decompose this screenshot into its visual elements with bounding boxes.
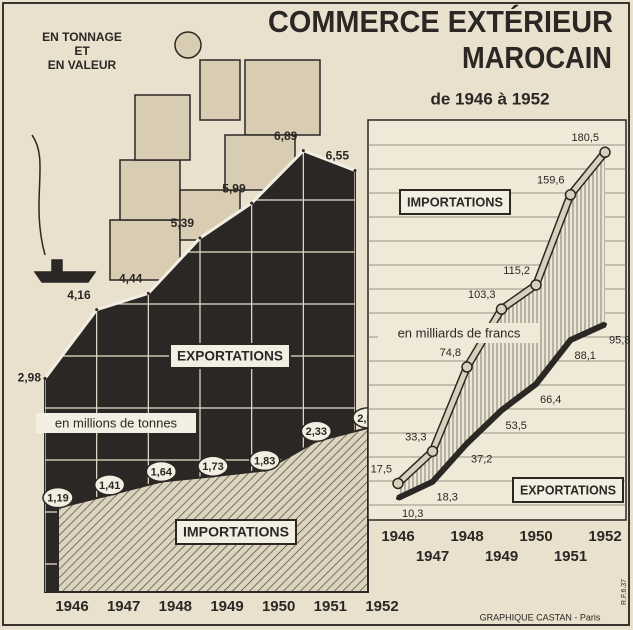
value-label: 4,16: [67, 288, 91, 302]
point: [44, 377, 47, 380]
value-label: 1,19: [47, 493, 68, 505]
point: [431, 480, 435, 484]
value-label: 159,6: [537, 175, 565, 187]
value-label: 53,5: [506, 420, 527, 432]
chart-subtitle: en millions de tonnes: [55, 415, 178, 430]
value-label: 2,33: [306, 426, 327, 438]
value-label: 17,5: [371, 463, 392, 475]
value-label: 1,73: [202, 461, 223, 473]
subtitle: de 1946 à 1952: [430, 89, 549, 108]
series-label: IMPORTATIONS: [183, 524, 289, 540]
point: [393, 478, 403, 488]
point: [147, 292, 150, 295]
value-label: 6,89: [274, 129, 298, 143]
point: [497, 304, 507, 314]
point: [354, 169, 357, 172]
series-label: EXPORTATIONS: [177, 348, 283, 364]
credit: GRAPHIQUE CASTAN - Paris: [480, 612, 601, 622]
code: R.F.6.37: [621, 579, 628, 605]
value-label: 33,3: [405, 431, 426, 443]
value-label: 18,3: [437, 492, 458, 504]
x-tick-label: 1952: [365, 598, 398, 615]
x-tick-label: 1946: [55, 598, 88, 615]
point: [600, 147, 610, 157]
point: [569, 338, 573, 342]
x-tick-label: 1947: [107, 598, 140, 615]
value-label: 1,83: [254, 455, 275, 467]
value-label: 6,55: [326, 149, 350, 163]
note-line: ET: [74, 44, 90, 58]
point: [302, 149, 305, 152]
point: [199, 237, 202, 240]
value-label: 95,8: [609, 334, 630, 346]
x-tick-label: 1951: [314, 598, 347, 615]
x-tick-label: 1946: [381, 528, 414, 545]
x-tick-label: 1949: [210, 598, 243, 615]
x-tick-label: 1949: [485, 548, 518, 565]
x-tick-label: 1950: [519, 528, 552, 545]
value-label: 5,39: [171, 216, 195, 230]
point: [396, 496, 400, 500]
value-label: 66,4: [540, 394, 561, 406]
point: [534, 382, 538, 386]
series-label: EXPORTATIONS: [520, 482, 616, 497]
value-label: 1,41: [99, 480, 120, 492]
value-label: 1,64: [151, 466, 173, 478]
point: [95, 308, 98, 311]
point: [465, 441, 469, 445]
series-label: IMPORTATIONS: [407, 194, 503, 209]
x-tick-label: 1952: [588, 528, 621, 545]
title-line-2: MAROCAIN: [462, 40, 612, 75]
value-label: 10,3: [402, 508, 423, 520]
x-tick-label: 1951: [554, 548, 587, 565]
value-label: 37,2: [471, 453, 492, 465]
value-label: 4,44: [119, 272, 143, 286]
x-tick-label: 1950: [262, 598, 295, 615]
value-label: 5,99: [222, 181, 246, 195]
value-label: 2,98: [18, 371, 42, 385]
point: [428, 446, 438, 456]
x-tick-label: 1948: [159, 598, 192, 615]
value-label: 115,2: [503, 265, 530, 277]
title-line-1: COMMERCE EXTÉRIEUR: [268, 4, 613, 39]
infographic: COMMERCE EXTÉRIEUR MAROCAIN de 1946 à 19…: [0, 0, 633, 630]
point: [566, 190, 576, 200]
note-line: EN VALEUR: [48, 58, 117, 72]
value-label: 88,1: [575, 350, 596, 362]
value-label: 74,8: [440, 347, 461, 359]
value-label: 103,3: [468, 289, 496, 301]
chart-subtitle: en milliards de francs: [398, 325, 521, 340]
value-label: 180,5: [571, 132, 599, 144]
x-tick-label: 1947: [416, 548, 449, 565]
note-line: EN TONNAGE: [42, 30, 122, 44]
point: [250, 202, 253, 205]
point: [462, 362, 472, 372]
point: [500, 408, 504, 412]
point: [603, 322, 607, 326]
point: [531, 280, 541, 290]
x-tick-label: 1948: [450, 528, 483, 545]
